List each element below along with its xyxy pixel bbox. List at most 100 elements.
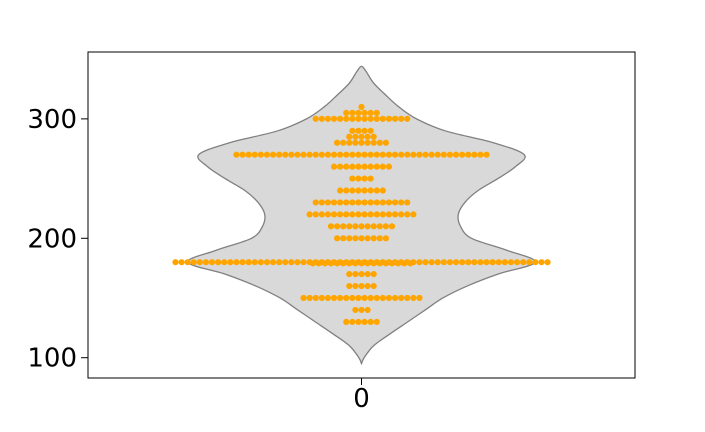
data-point [495,259,502,266]
data-point [343,109,350,116]
data-point [410,151,417,158]
data-point [361,151,368,158]
data-point [349,163,356,170]
data-point [239,259,246,266]
y-tick-300: 300 [27,105,88,135]
data-point [361,318,368,325]
data-point [404,259,411,266]
data-point [379,199,386,206]
data-point [404,294,411,302]
data-point [349,151,356,158]
y-tick-label: 200 [27,224,77,254]
data-point [257,259,264,266]
data-point [379,163,386,170]
data-point [370,282,377,290]
data-point [288,259,295,266]
data-point [276,259,283,266]
data-point [355,187,362,194]
data-point [355,294,362,302]
data-point [269,259,277,266]
data-point [327,223,335,230]
y-tick-label: 100 [27,344,77,374]
data-point [346,223,353,230]
data-point [422,151,429,158]
data-point [355,109,362,116]
violin-layer [187,65,536,366]
data-point [404,151,411,158]
data-point [364,139,371,146]
data-point [370,271,377,278]
data-point [282,259,289,266]
data-point [391,151,399,158]
data-point [373,199,380,206]
data-point [364,133,371,140]
data-point [349,109,356,116]
data-point [355,175,362,182]
data-point [239,151,246,158]
data-point [404,211,411,218]
data-point [385,294,393,302]
data-point [489,259,496,266]
data-point [178,259,185,266]
data-point [346,271,353,278]
data-point [358,133,365,140]
data-point [459,259,466,266]
x-tick-label: 0 [353,384,370,414]
data-point [364,235,371,242]
data-point [330,163,338,170]
data-point [388,223,396,230]
data-point [370,223,377,230]
data-point [477,151,484,158]
data-point [370,133,377,140]
data-point [343,115,350,122]
data-point [208,259,216,266]
data-point [282,151,289,158]
data-point [355,259,362,266]
data-point [355,211,362,218]
data-point [373,163,380,170]
data-point [379,294,386,302]
data-point [202,259,210,266]
data-point [276,151,283,158]
data-point [334,223,341,230]
data-point [324,115,332,122]
data-point [312,259,319,266]
data-point [459,151,466,158]
data-point [410,211,417,218]
data-point [416,259,423,266]
data-point [300,294,307,302]
data-point [385,211,393,218]
data-point [349,127,356,134]
data-point [324,211,332,218]
data-point [337,259,344,266]
data-point [367,199,374,206]
data-point [288,151,295,158]
data-point [391,115,399,122]
data-point [373,294,380,302]
data-point [330,259,338,266]
data-point [385,151,393,158]
data-point [196,259,203,266]
data-point [379,115,386,122]
data-point [361,294,368,302]
data-point [520,259,527,266]
data-point [330,294,338,302]
data-point [306,151,313,158]
data-point [361,163,368,170]
data-point [361,175,368,182]
data-point [355,199,362,206]
data-point [376,139,383,146]
data-point [367,318,374,325]
data-point [544,259,551,266]
data-point [324,151,332,158]
data-point [346,282,353,290]
data-point [410,294,417,302]
data-point [306,211,313,218]
data-point [385,259,393,266]
data-point [532,259,539,266]
data-point [294,259,301,266]
data-point [373,211,380,218]
data-point [190,259,197,266]
data-point [465,151,472,158]
data-point [358,282,365,290]
